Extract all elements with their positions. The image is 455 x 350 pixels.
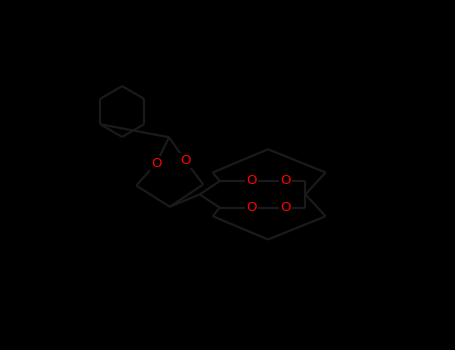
Text: O: O [246,201,257,214]
Text: O: O [151,157,162,170]
Text: O: O [246,175,257,188]
Text: O: O [280,175,291,188]
Text: O: O [280,201,291,214]
Text: O: O [180,154,191,167]
